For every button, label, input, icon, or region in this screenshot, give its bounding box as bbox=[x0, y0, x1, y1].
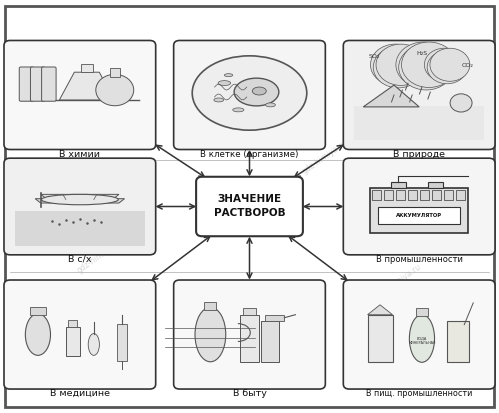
Bar bbox=[205, 302, 217, 310]
FancyBboxPatch shape bbox=[4, 40, 156, 150]
Text: В природе: В природе bbox=[393, 150, 445, 159]
Bar bbox=[391, 182, 406, 188]
FancyBboxPatch shape bbox=[41, 67, 56, 101]
Text: H₂S: H₂S bbox=[416, 51, 428, 56]
Bar bbox=[110, 68, 120, 77]
Bar bbox=[354, 106, 484, 140]
Text: SO₂: SO₂ bbox=[369, 55, 380, 59]
Text: В с/х: В с/х bbox=[68, 255, 92, 264]
FancyBboxPatch shape bbox=[5, 6, 494, 407]
Circle shape bbox=[427, 51, 467, 84]
Ellipse shape bbox=[214, 98, 224, 102]
Text: gdz-himiya.ru: gdz-himiya.ru bbox=[300, 138, 349, 176]
Bar bbox=[240, 315, 259, 362]
Text: gdz-himiya.ru: gdz-himiya.ru bbox=[75, 237, 124, 275]
Ellipse shape bbox=[25, 314, 50, 355]
Bar bbox=[81, 64, 93, 72]
FancyBboxPatch shape bbox=[4, 280, 156, 389]
FancyBboxPatch shape bbox=[343, 158, 495, 255]
Text: АККУМУЛЯТОР: АККУМУЛЯТОР bbox=[396, 213, 442, 218]
Ellipse shape bbox=[409, 315, 435, 362]
Ellipse shape bbox=[218, 81, 231, 85]
Bar bbox=[420, 190, 429, 199]
Ellipse shape bbox=[192, 56, 307, 130]
FancyBboxPatch shape bbox=[174, 280, 325, 389]
Bar bbox=[416, 308, 428, 316]
FancyBboxPatch shape bbox=[196, 177, 303, 236]
Bar bbox=[447, 320, 469, 362]
Polygon shape bbox=[368, 305, 393, 315]
Text: В промышленности: В промышленности bbox=[376, 255, 463, 264]
Bar bbox=[15, 211, 145, 246]
Circle shape bbox=[96, 74, 134, 106]
FancyBboxPatch shape bbox=[19, 67, 34, 101]
FancyBboxPatch shape bbox=[343, 40, 495, 150]
Bar bbox=[68, 320, 77, 327]
Ellipse shape bbox=[225, 74, 233, 77]
Ellipse shape bbox=[88, 334, 99, 355]
Bar bbox=[396, 190, 405, 199]
Bar bbox=[429, 182, 444, 188]
Circle shape bbox=[376, 44, 426, 85]
Bar bbox=[370, 188, 468, 233]
Polygon shape bbox=[41, 195, 119, 199]
Ellipse shape bbox=[41, 195, 118, 205]
Ellipse shape bbox=[233, 108, 244, 112]
Bar bbox=[261, 320, 279, 362]
Circle shape bbox=[402, 42, 457, 88]
Bar bbox=[117, 324, 127, 361]
Polygon shape bbox=[59, 72, 114, 100]
Text: В клетке (организме): В клетке (организме) bbox=[200, 150, 299, 159]
Text: CO₂: CO₂ bbox=[462, 63, 474, 68]
Circle shape bbox=[370, 44, 420, 85]
Bar bbox=[372, 190, 381, 199]
FancyBboxPatch shape bbox=[30, 67, 45, 101]
Circle shape bbox=[424, 48, 464, 81]
Ellipse shape bbox=[265, 103, 275, 107]
Text: В медицине: В медицине bbox=[50, 389, 110, 398]
FancyBboxPatch shape bbox=[174, 40, 325, 150]
Bar bbox=[456, 190, 465, 199]
Circle shape bbox=[430, 48, 470, 81]
Bar bbox=[378, 207, 460, 224]
Text: gdz-himiya.ru: gdz-himiya.ru bbox=[75, 84, 124, 122]
Circle shape bbox=[399, 45, 454, 90]
Circle shape bbox=[450, 94, 472, 112]
Text: gdz-himiya.ru: gdz-himiya.ru bbox=[225, 311, 274, 349]
Bar bbox=[243, 308, 256, 315]
Circle shape bbox=[373, 47, 423, 88]
Bar bbox=[432, 190, 441, 199]
Text: В химии: В химии bbox=[59, 150, 100, 159]
Text: gdz-himiya.ru: gdz-himiya.ru bbox=[375, 262, 424, 300]
Text: В пищ. промышленности: В пищ. промышленности bbox=[366, 389, 473, 398]
Polygon shape bbox=[35, 199, 125, 203]
Bar bbox=[265, 315, 284, 320]
Text: ЗНАЧЕНИЕ
РАСТВОРОВ: ЗНАЧЕНИЕ РАСТВОРОВ bbox=[214, 195, 285, 218]
Bar bbox=[66, 327, 80, 356]
Ellipse shape bbox=[252, 87, 266, 95]
Circle shape bbox=[396, 42, 451, 88]
Bar bbox=[368, 315, 393, 362]
FancyBboxPatch shape bbox=[4, 158, 156, 255]
Text: В быту: В быту bbox=[233, 389, 266, 398]
Bar bbox=[444, 190, 453, 199]
Text: ВОДА
МИНЕРАЛЬНАЯ: ВОДА МИНЕРАЛЬНАЯ bbox=[408, 336, 436, 345]
Bar bbox=[408, 190, 417, 199]
Ellipse shape bbox=[234, 78, 279, 106]
Bar bbox=[384, 190, 393, 199]
Polygon shape bbox=[363, 85, 419, 107]
Bar bbox=[30, 307, 46, 315]
Ellipse shape bbox=[195, 307, 226, 362]
FancyBboxPatch shape bbox=[343, 280, 495, 389]
